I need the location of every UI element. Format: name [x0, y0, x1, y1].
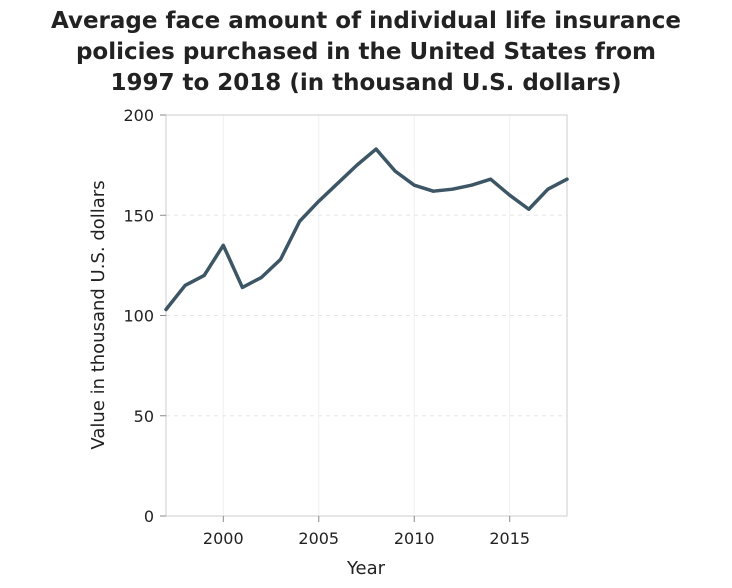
y-tick-labels: 0 50 100 150 200 — [123, 106, 166, 526]
chart-title-line-2: policies purchased in the United States … — [75, 39, 657, 65]
data-series — [164, 147, 569, 312]
x-tick-label: 2015 — [489, 529, 530, 548]
y-axis-label: Value in thousand U.S. dollars — [88, 180, 109, 449]
x-tick-label: 2005 — [298, 529, 339, 548]
x-axis-label: Year — [346, 558, 386, 579]
y-tick-label: 0 — [144, 507, 154, 526]
y-tick-label: 150 — [123, 206, 154, 225]
chart-title: Average face amount of individual life i… — [0, 6, 732, 99]
chart-title-line-3: 1997 to 2018 (in thousand U.S. dollars) — [110, 70, 622, 96]
x-tick-label: 2000 — [203, 529, 244, 548]
series-line — [164, 147, 569, 312]
x-tick-label: 2010 — [394, 529, 435, 548]
grid-lines — [166, 114, 567, 517]
y-tick-label: 200 — [123, 106, 154, 125]
y-tick-label: 100 — [123, 307, 154, 326]
chart-title-line-1: Average face amount of individual life i… — [50, 8, 682, 34]
y-tick-label: 50 — [134, 407, 154, 426]
x-tick-labels: 2000 2005 2010 2015 — [203, 516, 530, 548]
